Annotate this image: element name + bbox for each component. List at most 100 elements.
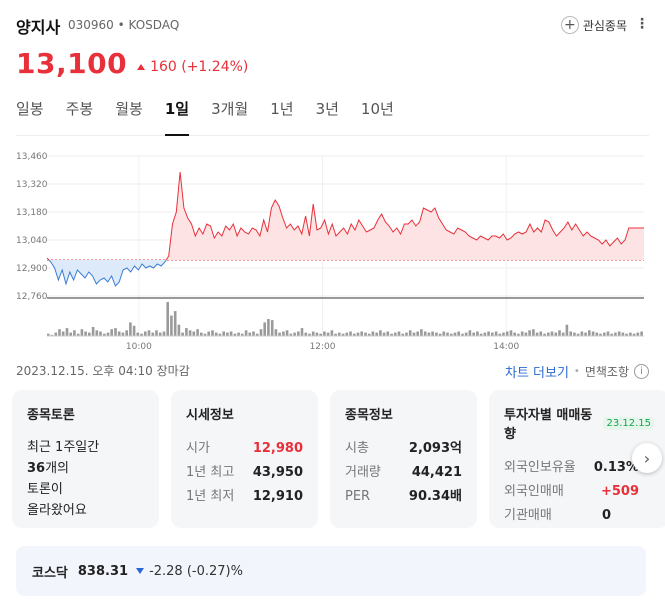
year-high-label: 1년 최고: [186, 465, 235, 480]
volume-bar: [435, 332, 438, 336]
discussion-summary: 최근 1주일간 36개의 토론이 올라왔어요: [27, 437, 144, 521]
volume-bar: [278, 332, 281, 336]
chevron-right-icon: ›: [643, 448, 651, 468]
price-change-value: 160 (+1.24%): [150, 59, 249, 75]
investor-trend-title: 투자자별 매매동향 23.12.15: [504, 404, 654, 442]
volume-bar: [543, 333, 546, 336]
volume-bar: [211, 330, 214, 336]
volume-bar: [73, 330, 76, 336]
volume-bar: [177, 324, 181, 336]
volume-bar: [371, 331, 375, 336]
info-icon[interactable]: i: [634, 364, 649, 379]
volume-bar: [76, 333, 80, 336]
tab-weekly[interactable]: 주봉: [65, 100, 94, 118]
discussion-line1: 최근 1주일간: [27, 440, 100, 455]
year-high-value: 43,950: [252, 465, 303, 480]
volume-bar: [591, 331, 595, 336]
per-label: PER: [345, 489, 371, 504]
volume-bar: [535, 332, 539, 336]
volume-bar: [599, 333, 602, 336]
tab-1year[interactable]: 1년: [270, 100, 294, 118]
stock-info-card[interactable]: 종목정보 시총 2,093억 거래량 44,421 PER 90.34배: [330, 390, 477, 528]
volume-bar: [170, 315, 173, 336]
volume-bar: [319, 333, 322, 336]
volume-bar: [252, 331, 255, 336]
per-value: 90.34배: [408, 489, 462, 504]
foreign-ownership-label: 외국인보유율: [504, 460, 576, 475]
volume-bar: [203, 333, 207, 336]
chart-more-link[interactable]: 차트 더보기: [504, 366, 569, 381]
volume-bar: [606, 331, 610, 336]
next-cards-button[interactable]: ›: [632, 443, 662, 473]
disclaimer-link[interactable]: 면책조항: [584, 365, 629, 379]
volume-bar: [505, 331, 509, 336]
volume-bar: [498, 333, 502, 336]
volume-bar: [61, 331, 65, 336]
volume-bar: [144, 331, 147, 336]
volume-bar: [453, 332, 457, 336]
volume-bar: [297, 331, 300, 336]
market-cap-label: 시총: [345, 441, 369, 456]
volume-bar: [293, 332, 296, 336]
price-change: 160 (+1.24%): [137, 59, 248, 75]
volume-bar: [565, 324, 569, 336]
volume-bar: [450, 333, 453, 336]
volume-bar: [345, 332, 349, 336]
tab-10years[interactable]: 10년: [360, 100, 394, 118]
year-high-row: 1년 최고 43,950: [186, 461, 303, 485]
volume-bar: [457, 331, 460, 336]
kosdaq-index-bar[interactable]: 코스닥 838.31 -2.28 (-0.27)%: [16, 546, 646, 596]
market-close-timestamp: 2023.12.15. 오후 04:10 장마감: [16, 364, 190, 378]
volume-bar: [147, 330, 151, 336]
volume-bar: [244, 330, 248, 336]
volume-bar: [412, 332, 416, 336]
volume-bar: [494, 331, 498, 336]
open-price-label: 시가: [186, 441, 210, 456]
volume-bar: [103, 333, 106, 336]
volume-bar: [315, 332, 319, 336]
watchlist-button[interactable]: + 관심종목: [560, 16, 627, 34]
volume-bar: [528, 330, 531, 336]
x-tick-label: 14:00: [493, 342, 519, 352]
y-tick-label: 12,900: [16, 264, 48, 274]
watchlist-label: 관심종목: [582, 18, 627, 33]
volume-bar: [237, 332, 240, 336]
volume-bar: [110, 329, 113, 336]
volume-bar: [185, 328, 188, 336]
volume-bar: [520, 331, 524, 336]
volume-bar: [569, 331, 572, 336]
tab-3years[interactable]: 3년: [315, 100, 339, 118]
y-tick-label: 13,320: [16, 180, 48, 190]
volume-bar: [468, 330, 472, 336]
intraday-chart[interactable]: 13,460 13,320 13,180 13,040 12,900 12,760 10:…: [16, 144, 646, 356]
more-options-icon[interactable]: ⋮: [635, 16, 649, 32]
volume-bar: [173, 311, 177, 336]
tab-1day[interactable]: 1일: [164, 96, 190, 136]
volume-bar: [91, 326, 95, 336]
volume-bar: [125, 330, 128, 336]
volume-bar: [427, 332, 431, 336]
volume-bar: [349, 331, 352, 336]
volume-bar: [338, 332, 341, 336]
tab-daily[interactable]: 일봉: [16, 100, 44, 118]
volume-bar: [580, 331, 584, 336]
y-tick-label: 13,460: [16, 152, 48, 162]
price-area-up: [47, 172, 644, 260]
volume-bar: [166, 302, 169, 336]
discussion-card[interactable]: 종목토론 최근 1주일간 36개의 토론이 올라왔어요: [12, 390, 159, 528]
tab-3months[interactable]: 3개월: [211, 100, 249, 118]
volume-bar: [330, 330, 334, 336]
volume-bar: [438, 333, 442, 336]
volume-bar: [323, 331, 326, 336]
volume-bar: [379, 330, 382, 336]
volume-bar: [226, 332, 229, 336]
y-tick-label: 13,040: [16, 236, 48, 246]
volume-bar: [625, 333, 628, 336]
volume-bar: [84, 331, 87, 336]
institution-trade-row: 기관매매 0: [504, 504, 611, 528]
volume-bar: [58, 329, 61, 336]
volume-bar: [162, 331, 166, 336]
index-name: 코스닥: [32, 565, 68, 581]
market-info-card[interactable]: 시세정보 시가 12,980 1년 최고 43,950 1년 최저 12,910: [171, 390, 318, 528]
tab-monthly[interactable]: 월봉: [115, 100, 143, 118]
